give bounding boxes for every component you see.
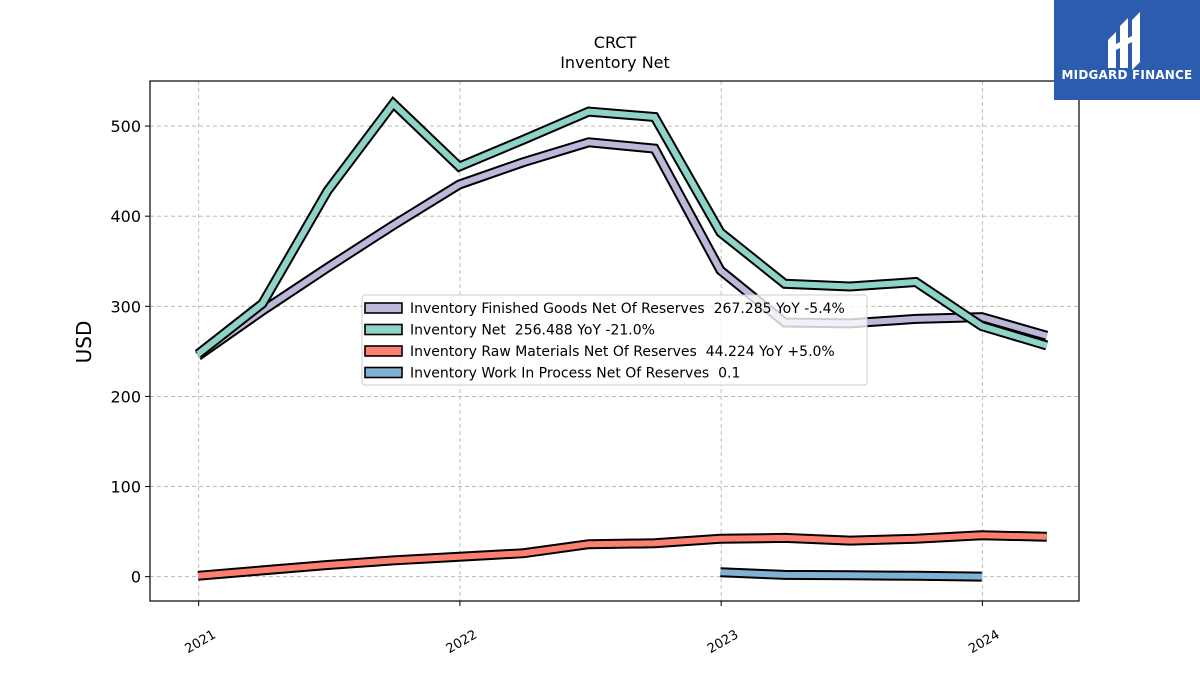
- series-line: [196, 139, 1048, 359]
- chart-title: CRCT: [594, 33, 637, 52]
- series-line: [197, 532, 1047, 579]
- y-tick-label: 0: [131, 568, 141, 587]
- legend-label: Inventory Finished Goods Net Of Reserves…: [410, 301, 845, 317]
- x-tick-label: 2021: [183, 627, 219, 657]
- x-tick-label: 2022: [444, 627, 480, 657]
- series-4: [720, 567, 982, 582]
- legend-box: [361, 294, 868, 386]
- x-ticks: 2021 2022 2023 2024: [183, 601, 1002, 657]
- midgard-logo-icon: [1108, 12, 1140, 70]
- y-tick-label: 300: [110, 297, 141, 316]
- x-tick-label: 2023: [705, 627, 741, 657]
- legend-swatch: [364, 323, 403, 336]
- legend: Inventory Finished Goods Net Of Reserves…: [361, 294, 868, 386]
- legend-label: Inventory Raw Materials Net Of Reserves …: [410, 344, 835, 360]
- legend-label: Inventory Work In Process Net Of Reserve…: [410, 366, 740, 382]
- legend-swatch: [364, 302, 403, 314]
- legend-label: Inventory Net 256.488 YoY -21.0%: [410, 323, 655, 339]
- midgard-finance-logo: MIDGARD FINANCE: [1054, 0, 1200, 100]
- series-line: [720, 569, 982, 580]
- y-ticks: 0 100 200 300 400 500: [110, 117, 150, 587]
- series-3: [197, 530, 1047, 581]
- x-tick-label: 2024: [966, 627, 1002, 657]
- y-axis-label: USD: [72, 321, 96, 364]
- legend-swatch: [364, 366, 403, 379]
- series-layer: [194, 95, 1049, 582]
- legend-swatch: [364, 345, 403, 357]
- y-tick-label: 100: [110, 478, 141, 497]
- y-tick-label: 500: [110, 117, 141, 136]
- chart-subtitle: Inventory Net: [560, 53, 670, 72]
- plot-frame: [149, 80, 1080, 602]
- series-2: [194, 95, 1049, 359]
- series-line: [196, 98, 1048, 357]
- y-tick-label: 400: [110, 207, 141, 226]
- logo-text: MIDGARD FINANCE: [1061, 68, 1193, 82]
- series-1: [195, 137, 1049, 360]
- y-tick-label: 200: [110, 387, 141, 406]
